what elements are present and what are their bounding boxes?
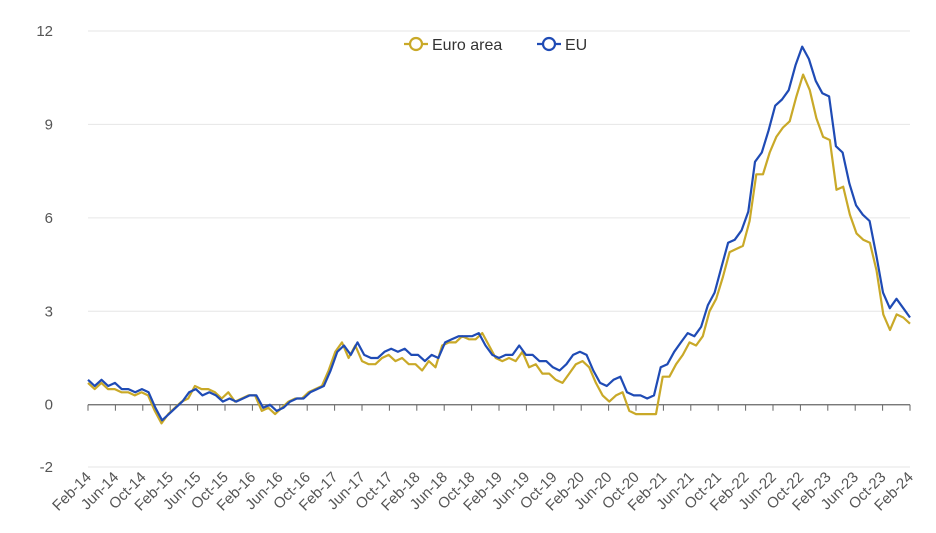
legend[interactable]: Euro area EU [404,36,587,54]
legend-label: EU [565,37,587,54]
gridlines [88,30,910,468]
y-tick-label: 6 [45,210,53,227]
y-tick-label: 3 [45,303,53,320]
series-line-eu [87,45,911,422]
legend-marker-icon [408,36,424,52]
y-axis-ticks: -2 0 3 6 9 12 [36,23,53,476]
legend-label: Euro area [432,37,502,54]
legend-item-eu[interactable]: EU [537,36,587,54]
y-tick-label: -2 [40,459,53,476]
legend-item-euro-area[interactable]: Euro area [404,36,502,54]
y-tick-label: 12 [36,23,53,40]
series-line-euro-area [87,73,911,425]
series-lines [87,45,911,425]
x-axis-ticks: Feb-14Jun-14Oct-14Feb-15Jun-15Oct-15Feb-… [49,404,917,514]
legend-marker-icon [541,36,557,52]
y-tick-label: 9 [45,116,53,133]
y-tick-label: 0 [45,397,53,414]
